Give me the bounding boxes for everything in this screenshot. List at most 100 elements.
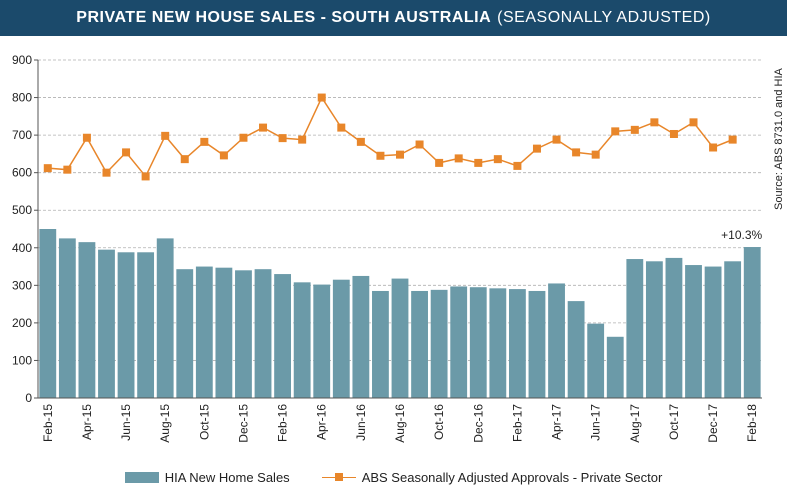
data-point: [82, 133, 91, 142]
data-point: [532, 144, 541, 153]
data-point: [239, 133, 248, 142]
bar: [606, 336, 624, 398]
legend-swatch-bar: [124, 471, 159, 483]
bar: [117, 252, 135, 398]
bar: [293, 282, 311, 398]
data-point: [396, 150, 404, 159]
bar: [391, 278, 409, 398]
y-tick-label: 500: [12, 203, 32, 217]
x-tick-label: Dec-15: [236, 404, 250, 443]
data-point: [474, 158, 483, 167]
axis-labels: 0 100 200 300 400 500 600 700 800 900 Feb-15 Apr-15…: [12, 53, 759, 443]
x-tick-label: Jun-15: [119, 404, 133, 441]
x-tick-label: Apr-17: [550, 404, 564, 440]
data-point: [513, 161, 522, 170]
bar: [332, 279, 350, 398]
data-point: [630, 125, 639, 134]
data-point: [356, 137, 365, 146]
chart-legend: HIA New Home Sales ABS Seasonally Adjust…: [0, 466, 787, 488]
data-point: [317, 93, 326, 102]
data-point: [219, 151, 228, 160]
data-point: [415, 140, 424, 149]
y-tick-label: 300: [12, 278, 32, 292]
data-point: [180, 155, 189, 164]
source-note: Source: ABS 8731.0 and HIA: [773, 68, 785, 210]
data-point: [493, 155, 502, 164]
data-point: [650, 118, 659, 127]
bar: [98, 249, 115, 398]
x-tick-label: Apr-15: [80, 404, 94, 440]
data-point: [161, 131, 170, 140]
data-point: [102, 168, 111, 177]
x-tick-label: Aug-16: [393, 404, 407, 443]
bar: [176, 269, 194, 398]
bar: [567, 301, 585, 398]
series-line: [47, 96, 733, 178]
y-tick-label: 600: [12, 166, 32, 180]
bar: [156, 238, 174, 398]
x-tick-label: Oct-17: [667, 404, 681, 440]
bar: [274, 274, 292, 398]
data-point: [337, 123, 346, 132]
bar: [743, 247, 761, 398]
x-tick-label: Feb-15: [41, 404, 55, 442]
x-tick-label: Aug-15: [158, 404, 172, 443]
annotations: +10.3%: [721, 228, 762, 242]
legend-item-hia: HIA New Home Sales: [124, 469, 290, 485]
bar: [685, 265, 702, 398]
bar: [626, 259, 644, 398]
data-point: [259, 123, 268, 132]
data-point: [611, 127, 620, 136]
data-point: [200, 137, 209, 146]
y-tick-label: 200: [12, 316, 32, 330]
y-tick-label: 700: [12, 128, 32, 142]
y-tick-label: 100: [12, 353, 32, 367]
bar: [215, 267, 233, 398]
data-point: [298, 135, 307, 144]
axes: [34, 59, 762, 399]
bar: [724, 261, 742, 398]
bar: [450, 286, 468, 398]
bar: [508, 289, 526, 398]
y-tick-label: 900: [12, 53, 32, 67]
data-point: [141, 172, 150, 181]
data-point: [63, 165, 72, 174]
bar: [469, 287, 487, 398]
bar: [587, 323, 605, 398]
chart-title-bar: PRIVATE NEW HOUSE SALES - SOUTH AUSTRALI…: [0, 0, 787, 36]
bar: [430, 289, 448, 398]
x-tick-label: Dec-17: [706, 404, 720, 443]
chart-title: PRIVATE NEW HOUSE SALES - SOUTH AUSTRALI…: [76, 9, 492, 26]
y-tick-label: 800: [12, 91, 32, 105]
x-tick-label: Feb-17: [510, 404, 524, 442]
bar: [39, 229, 57, 398]
bar: [58, 238, 76, 398]
bar-series-hia-new-home-sales: [39, 229, 761, 398]
data-point: [376, 151, 385, 160]
legend-item-abs: ABS Seasonally Adjusted Approvals - Priv…: [321, 469, 663, 485]
data-point: [454, 154, 463, 163]
bar: [254, 269, 272, 398]
sales-chart: 0 100 200 300 400 500 600 700 800 900 Feb-15 Apr-15…: [12, 53, 763, 443]
data-point: [728, 135, 737, 144]
bar: [528, 290, 546, 398]
bar: [235, 270, 252, 398]
x-tick-label: Feb-18: [745, 404, 759, 442]
x-tick-label: Apr-16: [315, 404, 329, 440]
bar: [195, 266, 213, 398]
x-tick-label: Dec-16: [471, 404, 485, 443]
x-tick-label: Feb-16: [276, 404, 290, 442]
legend-label-abs: ABS Seasonally Adjusted Approvals - Priv…: [361, 469, 663, 485]
data-point: [552, 135, 561, 144]
bar: [665, 257, 683, 398]
bar: [645, 261, 663, 398]
y-tick-label: 400: [12, 241, 32, 255]
data-point: [435, 158, 444, 167]
chart-subtitle: (SEASONALLY ADJUSTED): [497, 9, 711, 26]
bar: [313, 284, 331, 398]
data-point: [278, 134, 287, 143]
x-tick-label: Jun-16: [354, 404, 368, 441]
legend-label-hia: HIA New Home Sales: [164, 469, 290, 485]
data-point: [689, 118, 698, 127]
x-tick-label: Aug-17: [628, 404, 642, 443]
